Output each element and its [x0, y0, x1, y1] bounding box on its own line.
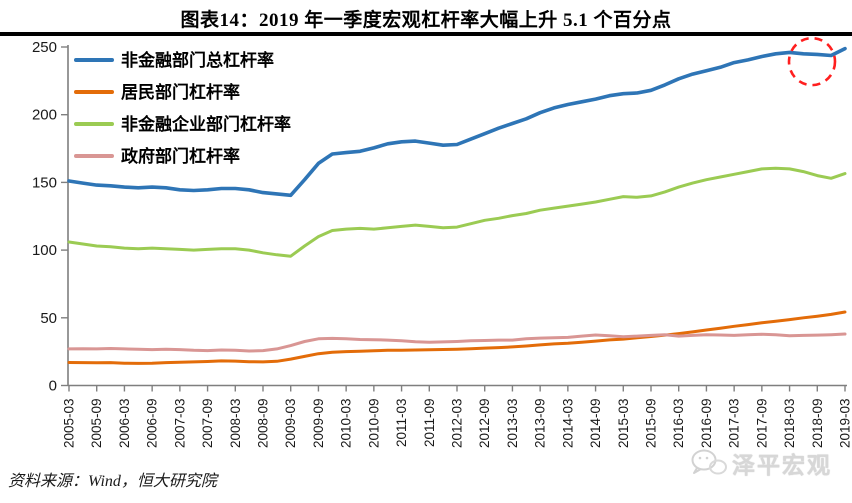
y-tick-label: 200: [32, 107, 57, 124]
x-tick-label: 2010-09: [366, 399, 381, 449]
x-tick-label: 2018-09: [810, 399, 825, 449]
watermark: 泽平宏观: [690, 446, 832, 480]
x-tick-label: 2014-03: [560, 399, 575, 449]
x-tick-label: 2012-09: [477, 399, 492, 449]
corporate-leverage-line: [67, 166, 847, 258]
legend-item-household: 居民部门杠杆率: [74, 76, 291, 108]
x-tick-label: 2015-09: [644, 399, 659, 449]
x-tick-label: 2017-09: [754, 399, 769, 449]
total-line-swatch-icon: [74, 58, 114, 62]
chart-title: 图表14：2019 年一季度宏观杠杆率大幅上升 5.1 个百分点: [180, 10, 672, 31]
x-tick-label: 2008-03: [228, 399, 243, 449]
legend-label-corporate: 非金融企业部门杠杆率: [121, 114, 291, 134]
x-tick-label: 2007-09: [200, 399, 215, 449]
x-tick-label: 2012-03: [450, 399, 465, 449]
highlight-dashed-circle: [787, 36, 837, 87]
x-tick-label: 2007-03: [172, 399, 187, 449]
legend-item-government: 政府部门杠杆率: [74, 140, 291, 172]
government-leverage-line: [67, 332, 847, 353]
legend-item-corporate: 非金融企业部门杠杆率: [74, 108, 291, 140]
total-leverage-line: [67, 46, 847, 198]
x-tick-label: 2006-09: [145, 399, 160, 449]
household-line-swatch-icon: [74, 90, 114, 94]
x-tick-label: 2017-03: [727, 399, 742, 449]
legend-label-total: 非金融部门总杠杆率: [121, 50, 274, 70]
source-note: 资料来源：Wind，恒大研究院: [8, 473, 217, 490]
watermark-text: 泽平宏观: [732, 453, 832, 478]
y-tick-label: 150: [32, 174, 57, 191]
y-tick-label: 100: [32, 242, 57, 259]
x-tick-label: 2005-03: [62, 399, 77, 449]
x-tick-label: 2015-03: [616, 399, 631, 449]
y-tick-label: 250: [32, 39, 57, 56]
x-tick-label: 2009-09: [311, 399, 326, 449]
legend-label-household: 居民部门杠杆率: [121, 82, 240, 102]
legend-item-total: 非金融部门总杠杆率: [74, 44, 291, 76]
x-tick-label: 2005-09: [89, 399, 104, 449]
x-tick-label: 2014-09: [588, 399, 603, 449]
chart-legend: 非金融部门总杠杆率 居民部门杠杆率 非金融企业部门杠杆率 政府部门杠杆率: [74, 44, 291, 172]
government-line-swatch-icon: [74, 154, 114, 158]
y-tick-label: 50: [40, 310, 57, 327]
x-tick-label: 2011-09: [422, 399, 437, 448]
corporate-line-swatch-icon: [74, 122, 114, 126]
title-divider-rule: [0, 32, 852, 36]
legend-label-government: 政府部门杠杆率: [121, 146, 240, 166]
x-tick-label: 2010-03: [339, 399, 354, 449]
x-tick-label: 2016-09: [699, 399, 714, 449]
x-tick-label: 2011-03: [394, 399, 409, 448]
wechat-bubbles-icon: [691, 449, 727, 475]
x-tick-label: 2018-03: [782, 399, 797, 449]
x-tick-label: 2008-09: [256, 399, 271, 449]
y-tick-label: 0: [49, 378, 57, 395]
x-tick-label: 2013-09: [533, 399, 548, 449]
x-tick-label: 2019-03: [838, 399, 852, 449]
x-tick-label: 2013-03: [505, 399, 520, 449]
x-tick-label: 2016-03: [671, 399, 686, 449]
x-tick-label: 2006-03: [117, 399, 132, 449]
household-leverage-line: [67, 310, 847, 365]
x-tick-label: 2009-03: [283, 399, 298, 449]
